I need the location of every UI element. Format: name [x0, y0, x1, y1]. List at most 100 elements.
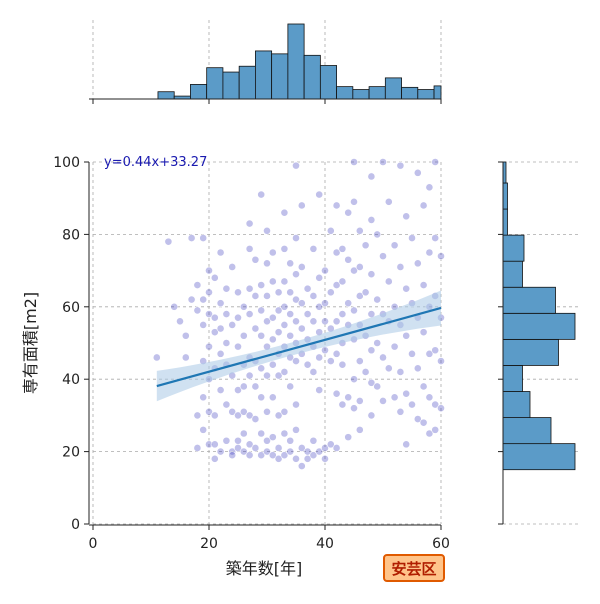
scatter-point — [245, 244, 254, 253]
scatter-point — [216, 324, 225, 333]
scatter-point — [280, 208, 289, 217]
y-tick-label: 100 — [53, 155, 80, 171]
scatter-point — [379, 353, 387, 362]
scatter-point — [251, 324, 260, 333]
regression-layer — [156, 290, 442, 402]
scatter-point — [332, 349, 341, 358]
scatter-point — [286, 310, 295, 318]
scatter-point — [245, 310, 254, 318]
scatter-point — [402, 331, 411, 340]
scatter-point — [216, 248, 225, 257]
scatter-point — [326, 226, 335, 235]
scatter-point — [303, 360, 312, 369]
scatter-plot-area: 0 20 40 60 0 20 40 60 80 100 — [53, 155, 450, 552]
scatter-point — [297, 462, 306, 470]
scatter-point — [292, 454, 300, 463]
scatter-point — [309, 317, 318, 326]
x-tick-label: 20 — [200, 536, 218, 552]
marginal-y-bar — [502, 182, 508, 210]
scatter-point — [176, 317, 184, 326]
scatter-point — [379, 252, 387, 261]
scatter-point — [437, 357, 445, 365]
scatter-point — [338, 400, 347, 409]
scatter-point — [170, 302, 179, 311]
marginal-y-bar — [502, 312, 576, 340]
marginal-x-bar — [401, 86, 419, 100]
scatter-point — [222, 310, 231, 318]
scatter-point — [199, 393, 208, 402]
scatter-point — [210, 328, 219, 337]
marginal-x-bar — [433, 85, 442, 100]
scatter-point — [263, 436, 271, 445]
scatter-point — [263, 226, 271, 235]
scatter-point — [315, 190, 324, 199]
y-tick-label: 60 — [62, 300, 80, 316]
scatter-point — [251, 292, 260, 300]
district-badge: 安芸区 — [383, 554, 445, 582]
scatter-point — [303, 284, 312, 293]
scatter-point — [286, 288, 295, 297]
scatter-point — [390, 342, 399, 351]
scatter-point — [292, 270, 300, 279]
axes: 0 20 40 60 0 20 40 60 80 100 — [53, 155, 450, 552]
scatter-point — [355, 357, 364, 365]
scatter-point — [355, 397, 364, 405]
scatter-point — [245, 284, 254, 293]
scatter-point — [263, 317, 271, 326]
scatter-point — [216, 447, 225, 456]
scatter-point — [274, 328, 283, 337]
scatter-point — [419, 418, 428, 427]
marginal-y-bar — [502, 365, 523, 392]
scatter-point — [431, 346, 440, 355]
scatter-point — [251, 444, 260, 452]
scatter-point — [344, 433, 353, 442]
scatter-point — [274, 288, 283, 297]
scatter-point — [257, 364, 266, 373]
scatter-point — [228, 451, 237, 460]
scatter-point — [361, 368, 370, 376]
scatter-point — [193, 411, 202, 420]
scatter-point — [309, 451, 318, 460]
scatter-point — [234, 436, 242, 445]
scatter-point — [367, 172, 376, 181]
scatter-point — [373, 295, 382, 304]
marginal-y-bar — [502, 391, 531, 418]
scatter-point — [263, 447, 271, 456]
scatter-point — [193, 444, 202, 452]
scatter-point — [210, 454, 219, 463]
scatter-point — [292, 161, 300, 170]
scatter-point — [413, 168, 422, 177]
scatter-point — [210, 411, 219, 420]
scatter-point — [292, 425, 300, 434]
scatter-point — [268, 277, 277, 286]
scatter-point — [431, 425, 440, 434]
y-axis-label: 専有面積[m2] — [21, 292, 40, 394]
scatter-point — [251, 382, 260, 391]
scatter-point — [228, 320, 237, 329]
scatter-point — [437, 252, 445, 261]
scatter-point — [222, 284, 231, 293]
scatter-point — [332, 444, 341, 452]
scatter-point — [286, 436, 295, 445]
scatter-point — [425, 183, 434, 192]
scatter-point — [338, 360, 347, 369]
scatter-point — [280, 277, 289, 286]
scatter-point — [280, 451, 289, 460]
scatter-point — [384, 364, 393, 373]
scatter-point — [222, 400, 231, 409]
scatter-point — [257, 190, 266, 199]
scatter-point — [292, 357, 300, 365]
scatter-point — [350, 266, 358, 275]
scatter-point — [268, 433, 277, 442]
scatter-point — [384, 197, 393, 206]
marginal-y-histogram — [498, 161, 580, 525]
scatter-point — [234, 411, 242, 420]
scatter-point — [402, 212, 411, 221]
marginal-y-bar — [502, 234, 525, 262]
scatter-point — [408, 349, 416, 358]
scatter-point — [268, 313, 277, 322]
scatter-point — [239, 407, 248, 416]
scatter-point — [321, 299, 329, 308]
scatter-point — [413, 364, 422, 373]
scatter-point — [286, 331, 295, 340]
